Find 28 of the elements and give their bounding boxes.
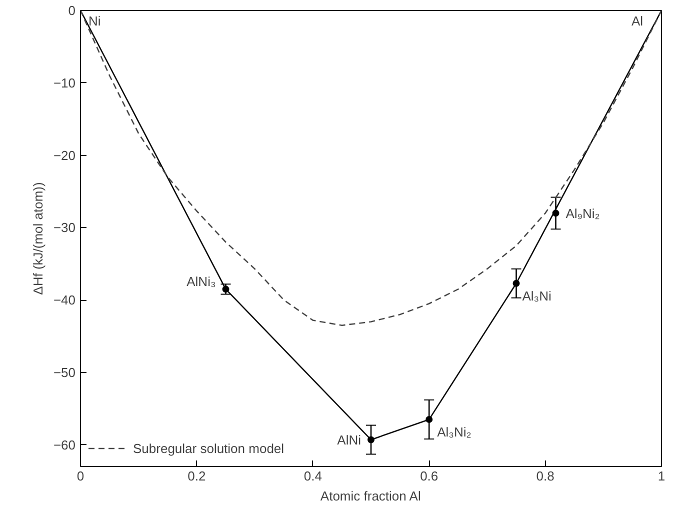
x-axis-title: Atomic fraction Al — [320, 488, 421, 504]
y-tick-label: −10 — [53, 75, 76, 90]
annotation: Al — [632, 14, 644, 28]
point — [512, 280, 520, 287]
y-tick-label: 0 — [68, 3, 76, 18]
legend-label: Subregular solution model — [133, 440, 284, 456]
point — [368, 436, 374, 444]
point — [426, 416, 433, 423]
y-tick-label: −50 — [53, 364, 76, 380]
annotation: Al₃Ni₂ — [437, 424, 472, 440]
x-tick-label: 0.6 — [420, 468, 438, 484]
line-series — [80, 10, 662, 326]
annotation: AlNi₃ — [186, 274, 216, 290]
y-tick-label: −40 — [53, 292, 76, 308]
y-axis-title: ΔHf (kJ/(mol atom)) — [30, 182, 46, 295]
x-tick-label: 0.2 — [188, 468, 206, 484]
x-tick-label: 0.8 — [536, 468, 554, 484]
y-tick-label: −60 — [53, 437, 76, 452]
y-tick-label: −30 — [53, 220, 76, 236]
point — [222, 286, 230, 293]
x-tick-label: 1 — [658, 468, 666, 484]
annotation: AlNi — [337, 432, 362, 448]
annotation: Ni — [88, 14, 101, 28]
y-tick-label: −20 — [53, 148, 76, 163]
point — [552, 210, 560, 217]
annotation: Al₃Ni — [522, 288, 552, 304]
annotation: Al₉Ni₂ — [566, 206, 600, 222]
x-tick-label: 0.4 — [304, 468, 322, 484]
